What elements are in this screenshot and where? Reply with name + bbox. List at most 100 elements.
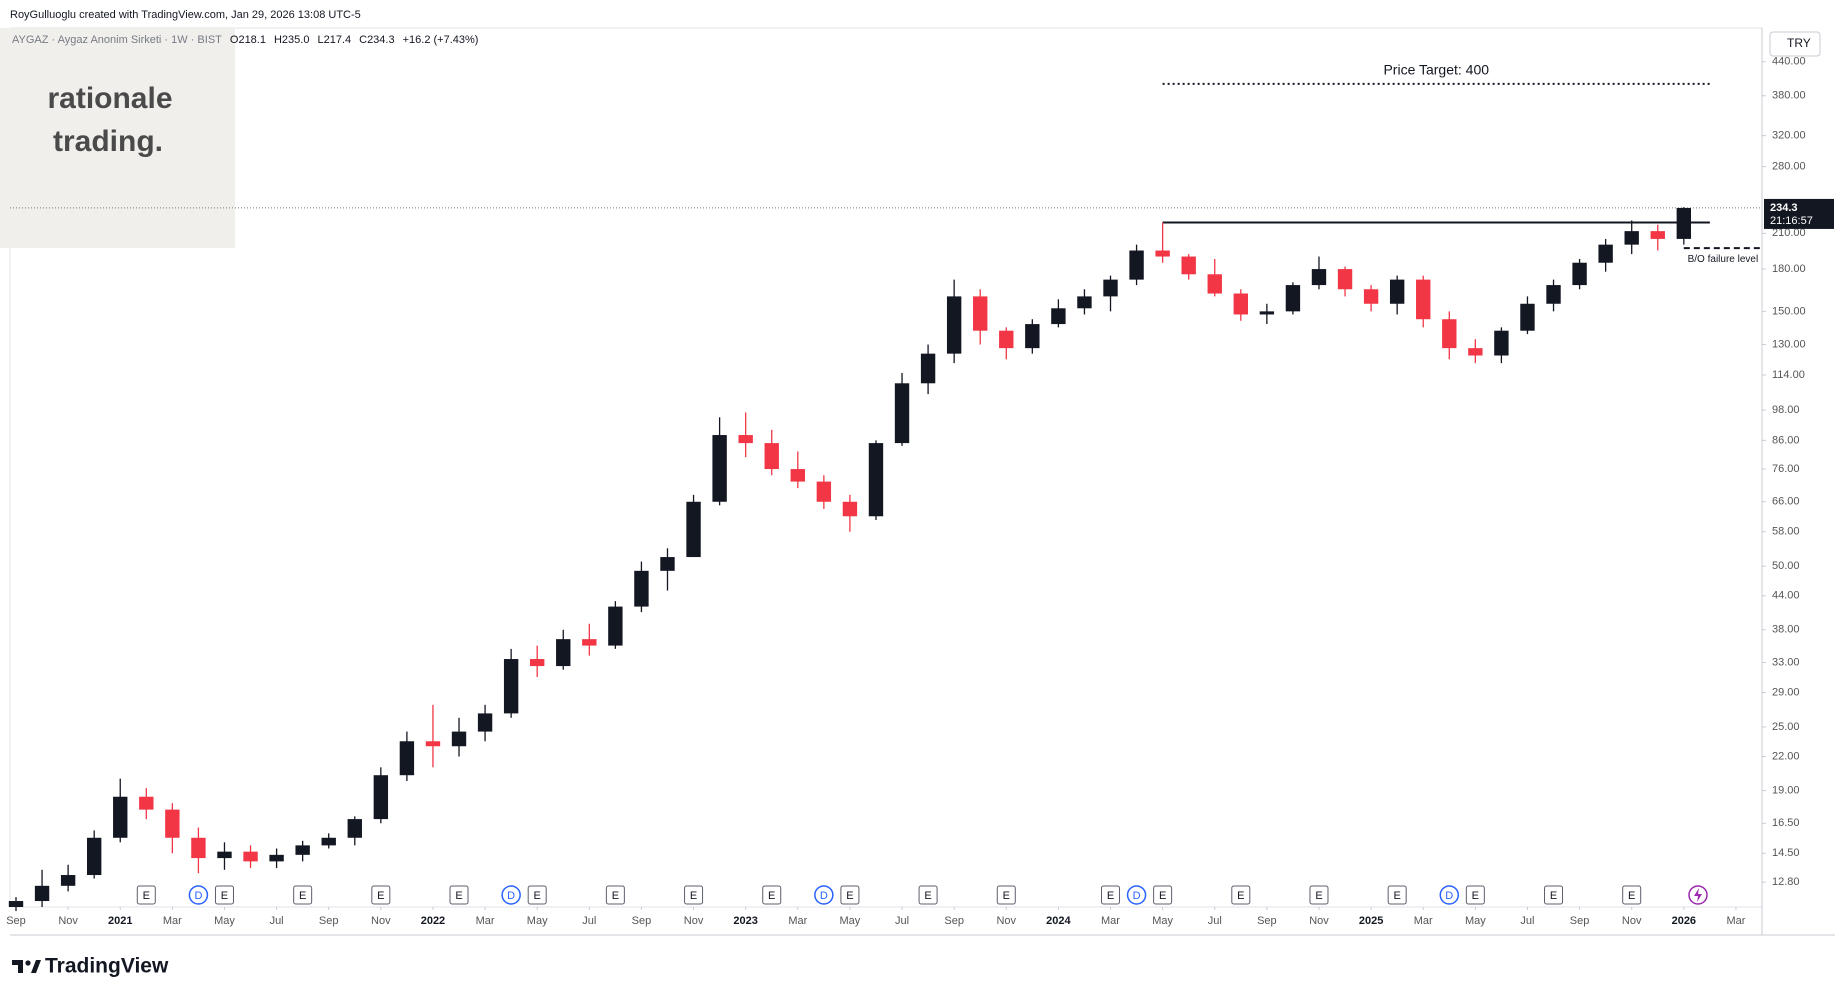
- candle-body: [790, 469, 805, 482]
- y-tick-label: 86.00: [1772, 434, 1800, 446]
- event-label: E: [1315, 890, 1322, 902]
- event-label: E: [221, 890, 228, 902]
- candle-body: [165, 809, 180, 838]
- candle-body: [1207, 274, 1222, 294]
- event-marker[interactable]: E: [605, 885, 625, 905]
- y-tick-label: 98.00: [1772, 404, 1800, 416]
- candle-body: [451, 731, 467, 747]
- event-marker[interactable]: E: [1387, 885, 1407, 905]
- currency-box[interactable]: [1769, 31, 1821, 57]
- event-marker[interactable]: E: [918, 885, 938, 905]
- event-marker[interactable]: E: [136, 885, 156, 905]
- event-marker[interactable]: E: [996, 885, 1016, 905]
- candle-body: [868, 443, 884, 517]
- candle-body: [399, 741, 415, 776]
- event-badge: [1231, 885, 1251, 905]
- event-label: D: [194, 890, 202, 902]
- candle-body: [556, 639, 571, 667]
- candle-body: [1155, 250, 1170, 257]
- event-marker[interactable]: E: [840, 885, 860, 905]
- event-marker[interactable]: E: [1465, 885, 1485, 905]
- event-badge: [996, 885, 1016, 905]
- y-tick-label: 114.00: [1772, 369, 1805, 381]
- event-badge: [449, 885, 469, 905]
- candle-body: [217, 851, 232, 859]
- event-marker[interactable]: D: [814, 885, 834, 905]
- x-tick-label: Jul: [895, 915, 909, 927]
- event-label: E: [1472, 890, 1479, 902]
- event-marker[interactable]: E: [1231, 885, 1251, 905]
- candle-body: [269, 854, 284, 862]
- event-label: E: [690, 890, 697, 902]
- event-marker[interactable]: D: [501, 885, 521, 905]
- countdown: 21:16:57: [1770, 215, 1813, 227]
- x-tick-label: 2023: [733, 915, 757, 927]
- x-tick-label: Jul: [1208, 915, 1222, 927]
- candle-body: [113, 796, 128, 838]
- event-badge: [501, 885, 521, 905]
- event-marker[interactable]: E: [293, 885, 313, 905]
- credit: RoyGulluoglu created with TradingView.co…: [10, 9, 361, 21]
- x-tick-label: Mar: [788, 915, 807, 927]
- event-marker[interactable]: E: [214, 885, 234, 905]
- y-tick-label: 19.00: [1772, 784, 1800, 796]
- event-badge: [684, 885, 704, 905]
- y-tick-label: 380.00: [1772, 90, 1806, 102]
- event-badge: [293, 885, 313, 905]
- y-tick-label: 150.00: [1772, 305, 1806, 317]
- event-marker[interactable]: E: [371, 885, 391, 905]
- candle-body: [425, 741, 441, 747]
- x-tick-label: Jul: [582, 915, 596, 927]
- candle-body: [1389, 279, 1405, 304]
- event-marker[interactable]: D: [1126, 885, 1147, 905]
- event-marker[interactable]: E: [527, 885, 547, 905]
- event-marker[interactable]: E: [684, 885, 704, 905]
- event-badge: [1126, 885, 1147, 905]
- ohlc-high: H235.0: [273, 34, 310, 46]
- candle-body: [1650, 231, 1665, 239]
- logo-icon: [12, 960, 41, 973]
- last-price-label: 234.3: [1770, 202, 1798, 214]
- x-tick-label: 2022: [421, 915, 445, 927]
- x-tick-label: Sep: [6, 915, 26, 927]
- event-marker[interactable]: E: [762, 885, 782, 905]
- event-marker[interactable]: E: [1544, 885, 1564, 905]
- event-marker[interactable]: E: [1622, 885, 1642, 905]
- event-marker[interactable]: E: [1101, 885, 1121, 905]
- candle-body: [894, 383, 910, 444]
- x-tick-label: Nov: [1622, 915, 1642, 927]
- event-label: E: [1393, 890, 1400, 902]
- y-tick-label: 440.00: [1772, 56, 1806, 68]
- y-tick-label: 320.00: [1772, 130, 1806, 142]
- symbol-header: AYGAZ · Aygaz Anonim Sirketi · 1W · BIST…: [12, 34, 478, 46]
- watermark-line: trading.: [53, 125, 163, 158]
- x-tick-label: Jul: [270, 915, 284, 927]
- event-badge: [1387, 885, 1407, 905]
- candle-body: [1337, 269, 1353, 290]
- event-badge: [371, 885, 391, 905]
- candle-body: [660, 557, 675, 571]
- y-tick-label: 16.50: [1772, 817, 1800, 829]
- candle-body: [530, 659, 545, 667]
- x-tick-label: May: [840, 915, 861, 927]
- candle-body: [999, 330, 1014, 349]
- event-marker[interactable]: E: [449, 885, 469, 905]
- candle-body: [946, 296, 962, 354]
- x-tick-label: 2025: [1359, 915, 1383, 927]
- event-marker[interactable]: E: [1309, 885, 1329, 905]
- currency[interactable]: TRY: [1787, 36, 1811, 50]
- y-tick-label: 76.00: [1772, 463, 1800, 475]
- candle-body: [1624, 231, 1639, 245]
- event-marker[interactable]: E: [1153, 885, 1173, 905]
- event-label: E: [377, 890, 384, 902]
- event-marker[interactable]: D: [1439, 885, 1460, 905]
- event-label: E: [1159, 890, 1166, 902]
- ohlc-change: +16.2 (+7.43%): [402, 34, 479, 46]
- earnings-bolt[interactable]: [1688, 885, 1708, 905]
- event-label: E: [1237, 890, 1244, 902]
- candle-body: [973, 296, 988, 331]
- candle-body: [1285, 285, 1301, 312]
- event-marker[interactable]: D: [188, 885, 209, 905]
- last-price-box: [1764, 198, 1834, 229]
